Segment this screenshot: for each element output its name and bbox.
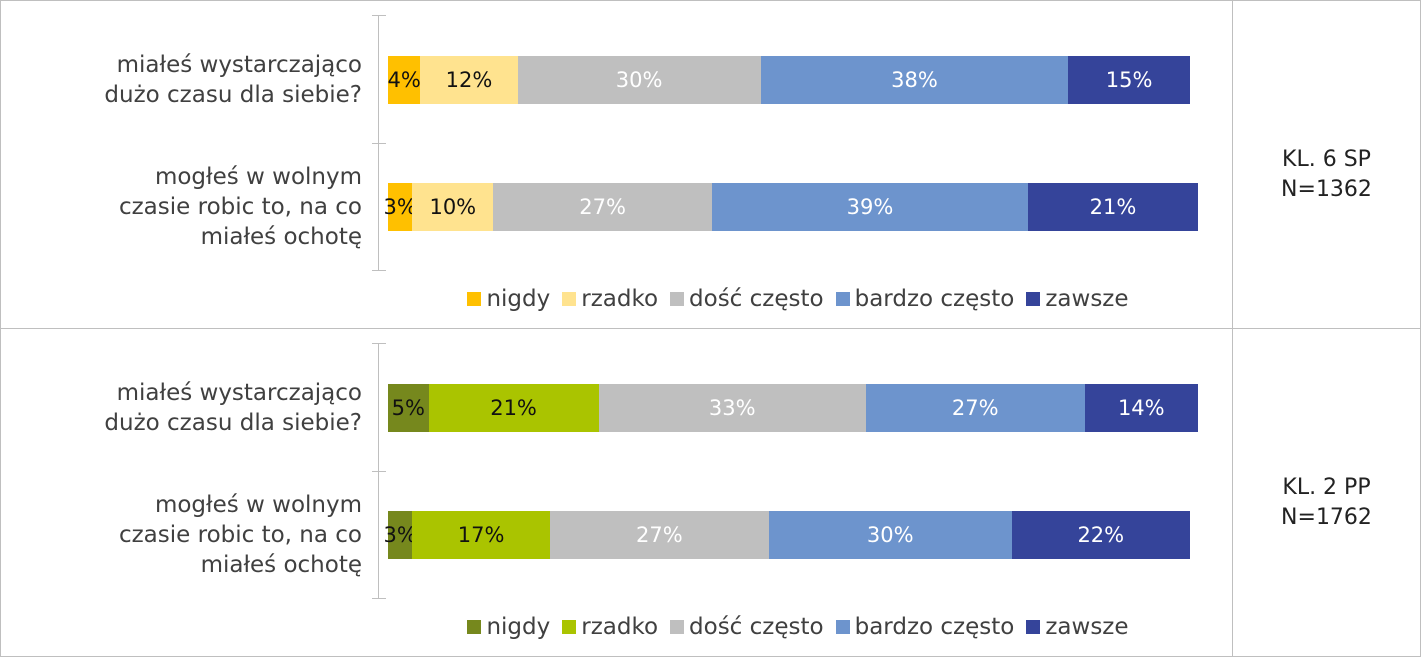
category-label: miałeś wystarczająco dużo czasu dla siebi… xyxy=(22,378,362,438)
value-label: 14% xyxy=(1117,396,1165,420)
bar-segment: 15% xyxy=(1068,56,1190,104)
value-label: 38% xyxy=(891,68,938,92)
bar-segment: 12% xyxy=(420,56,518,104)
category-line: miałeś wystarczająco xyxy=(116,380,362,406)
group-label-line: KL. 6 SP xyxy=(1282,147,1371,172)
legend-text: bardzo często xyxy=(854,614,1015,640)
category-line: miałeś ochotę xyxy=(200,224,362,250)
value-label: 21% xyxy=(490,396,537,420)
value-label: 10% xyxy=(429,195,477,219)
bar-segment: 4% xyxy=(387,56,421,104)
value-label: 12% xyxy=(445,68,493,92)
bar-segment: 14% xyxy=(1084,384,1198,432)
legend-swatch xyxy=(670,620,685,634)
bar-segment: 38% xyxy=(760,56,1069,104)
legend-swatch xyxy=(670,292,685,306)
category-line: mogłeś w wolnym xyxy=(154,492,362,518)
bar-segment: 30% xyxy=(768,511,1012,559)
group-label-line: KL. 2 PP xyxy=(1282,475,1371,500)
value-label: 27% xyxy=(951,396,999,420)
value-label: 5% xyxy=(391,396,425,420)
value-label: 3% xyxy=(383,523,417,547)
legend-item: rzadko xyxy=(562,286,658,312)
legend-item: zawsze xyxy=(1026,286,1129,312)
bar-segment: 10% xyxy=(412,183,494,231)
legend-swatch xyxy=(562,292,577,306)
value-label: 22% xyxy=(1077,523,1125,547)
category-line: czasie robic to, na co xyxy=(118,194,362,220)
value-label: 3% xyxy=(383,195,417,219)
legend-swatch xyxy=(467,620,482,634)
legend-swatch xyxy=(1026,620,1041,634)
legend-swatch xyxy=(562,620,577,634)
value-label: 21% xyxy=(1089,195,1137,219)
legend-swatch xyxy=(1026,292,1041,306)
category-line: mogłeś w wolnym xyxy=(154,164,362,190)
value-label: 39% xyxy=(846,195,894,219)
category-label: mogłeś w wolnym czasie robic to, na co mia… xyxy=(22,162,362,252)
legend-item: nigdy xyxy=(467,614,550,640)
legend-text: zawsze xyxy=(1045,286,1129,312)
legend-item: dość często xyxy=(670,614,824,640)
legend-text: zawsze xyxy=(1045,614,1129,640)
legend-text: nigdy xyxy=(486,614,551,640)
bar-segment: 22% xyxy=(1011,511,1190,559)
legend-text: rzadko xyxy=(581,614,659,640)
bar-segment: 30% xyxy=(517,56,761,104)
bar-segment: 27% xyxy=(493,183,712,231)
value-label: 27% xyxy=(579,195,626,219)
bar-segment: 3% xyxy=(383,511,417,559)
group-label-line: N=1362 xyxy=(1281,177,1372,202)
bar-segment: 21% xyxy=(1027,183,1198,231)
legend-text: rzadko xyxy=(581,286,659,312)
bar-segment: 3% xyxy=(383,183,417,231)
legend-swatch xyxy=(467,292,482,306)
category-label: miałeś wystarczająco dużo czasu dla siebi… xyxy=(22,50,362,110)
value-label: 30% xyxy=(615,68,663,92)
bar-segment: 27% xyxy=(550,511,769,559)
legend-item: dość często xyxy=(670,286,824,312)
value-label: 30% xyxy=(866,523,914,547)
value-label: 4% xyxy=(387,68,421,92)
category-line: dużo czasu dla siebie? xyxy=(104,410,362,436)
bar-segment: 39% xyxy=(712,183,1028,231)
value-label: 17% xyxy=(457,523,505,547)
legend-swatch xyxy=(835,292,850,306)
group-label: KL. 6 SP N=1362 xyxy=(1232,145,1421,205)
legend-text: dość często xyxy=(689,286,824,312)
value-label: 33% xyxy=(708,396,756,420)
category-label: mogłeś w wolnym czasie robic to, na co mia… xyxy=(22,490,362,580)
legend-item: nigdy xyxy=(467,286,550,312)
category-line: dużo czasu dla siebie? xyxy=(104,82,362,108)
legend-item: bardzo często xyxy=(835,614,1015,640)
legend-text: nigdy xyxy=(486,286,551,312)
legend-item: zawsze xyxy=(1026,614,1129,640)
legend-item: bardzo często xyxy=(835,286,1015,312)
category-line: miałeś ochotę xyxy=(200,552,362,578)
bar-segment: 17% xyxy=(412,511,550,559)
legend-swatch xyxy=(835,620,850,634)
legend: nigdy rzadko dość często bardzo często zawsz… xyxy=(388,614,1208,640)
group-label: KL. 2 PP N=1762 xyxy=(1232,473,1421,533)
legend-text: dość często xyxy=(689,614,824,640)
legend-text: bardzo często xyxy=(854,286,1015,312)
category-line: czasie robic to, na co xyxy=(118,522,362,548)
bar-segment: 33% xyxy=(598,384,866,432)
bar-segment: 27% xyxy=(865,384,1085,432)
value-label: 15% xyxy=(1105,68,1153,92)
value-label: 27% xyxy=(636,523,683,547)
legend-item: rzadko xyxy=(562,614,658,640)
bar-segment: 21% xyxy=(428,384,599,432)
bar-segment: 5% xyxy=(388,384,429,432)
category-line: miałeś wystarczająco xyxy=(116,52,362,78)
legend: nigdy rzadko dość często bardzo często zawsz… xyxy=(388,286,1208,312)
group-label-line: N=1762 xyxy=(1281,505,1372,530)
